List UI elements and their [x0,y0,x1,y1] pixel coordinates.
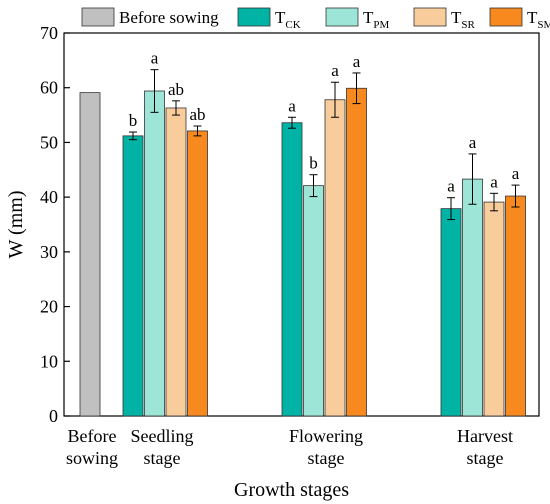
bar [324,99,346,417]
significance-letter: b [309,154,318,173]
y-tick-label: 70 [40,23,58,43]
legend-label: TSR [451,8,476,31]
y-axis-label: W (mm) [5,191,27,259]
x-tick-label: stage [144,448,181,468]
y-tick-label: 10 [40,351,58,371]
legend-swatch [413,7,447,27]
significance-letter: a [288,96,296,115]
bar [483,201,505,417]
legend-label: TSM [527,8,550,31]
legend: Before sowing TCK TPM TSR TSM [81,7,550,31]
significance-letter: a [353,52,361,71]
bar [165,107,187,417]
y-tick-label: 40 [40,187,58,207]
y-tick-label: 20 [40,297,58,317]
x-tick-label: Seedling [131,426,194,446]
legend-swatch [489,7,523,27]
bar [462,178,483,417]
significance-letter: ab [189,105,205,124]
legend-swatch [81,7,115,27]
x-tick-label: sowing [66,448,118,468]
significance-letter: a [151,49,159,68]
y-tick-label: 50 [40,132,58,152]
significance-letter: a [331,61,339,80]
y-ticks: 0 10 20 30 40 50 60 70 [40,23,70,426]
bar [122,135,144,417]
legend-label: TCK [275,8,301,31]
bar [346,87,367,417]
significance-letter: a [512,164,520,183]
significance-letter: b [129,111,138,130]
x-tick-label: Before [68,426,117,446]
bar [79,92,101,417]
significance-letter: a [490,172,498,191]
x-tick-label: Harvest [457,426,513,446]
bar [187,130,208,417]
x-axis-label: Growth stages [234,479,349,501]
x-tick-label: stage [467,448,504,468]
significance-letter: a [469,133,477,152]
legend-swatch [237,7,271,27]
bar [281,122,303,417]
bar [144,90,165,417]
bar [440,208,462,417]
y-tick-label: 30 [40,242,58,262]
legend-swatch [325,7,359,27]
x-tick-labels: BeforesowingSeedlingstageFloweringstageH… [66,426,513,468]
bar [303,185,324,417]
x-tick-label: stage [308,448,345,468]
bar [505,195,526,417]
legend-label: TPM [363,8,390,31]
significance-letter: ab [168,80,184,99]
y-tick-label: 0 [49,406,58,426]
legend-label: Before sowing [119,8,219,27]
y-tick-label: 60 [40,78,58,98]
x-tick-label: Flowering [289,426,363,446]
significance-letter: a [447,177,455,196]
